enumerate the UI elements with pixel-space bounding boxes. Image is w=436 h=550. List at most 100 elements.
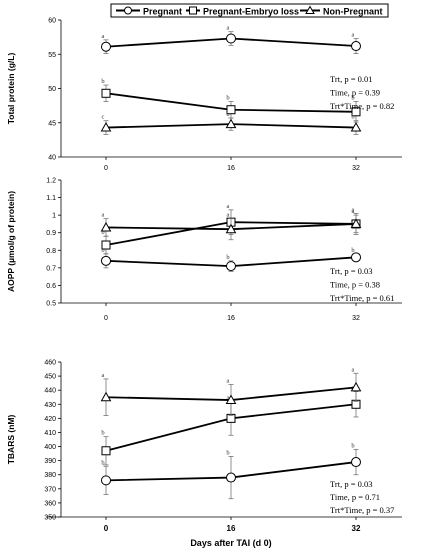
- y-tick-label: 55: [48, 52, 56, 59]
- y-tick-label: 370: [44, 486, 56, 493]
- y-tick-label: 440: [44, 388, 56, 395]
- data-point-square: [226, 105, 236, 115]
- significance-letter: c: [102, 114, 105, 121]
- stat-text: Trt, p = 0.03: [330, 479, 373, 489]
- data-point-triangle: [225, 394, 237, 405]
- y-tick-label: 45: [48, 120, 56, 127]
- y-tick-label: 410: [44, 430, 56, 437]
- data-point-square: [351, 107, 361, 117]
- data-point-circle: [351, 457, 361, 468]
- data-point-triangle: [100, 221, 112, 232]
- y-tick-label: 380: [44, 472, 56, 479]
- stat-text: Trt, p = 0.01: [330, 74, 373, 84]
- data-point-triangle: [100, 122, 112, 132]
- chart-panel-1: 0.5 0.6 0.7 0.8 0.9 1 1.1 1.2 0 16 32 AOPP (µmol/g …: [6, 178, 402, 322]
- stat-text: Time, p = 0.38: [330, 280, 380, 290]
- legend-circle-icon: [124, 6, 132, 15]
- legend-label-embryo-loss: Pregnant-Embryo loss: [203, 7, 299, 17]
- data-point-triangle: [100, 391, 112, 402]
- legend: Pregnant Pregnant-Embryo loss Non-Pregna…: [110, 3, 389, 18]
- significance-letter: b: [351, 442, 354, 449]
- legend-label-pregnant: Pregnant: [143, 7, 182, 17]
- x-tick-label: 32: [352, 165, 360, 172]
- significance-letter: a: [227, 25, 230, 32]
- data-point-triangle: [350, 122, 362, 132]
- y-tick-label: 0.9: [46, 230, 56, 237]
- y-tick-label: 420: [44, 416, 56, 423]
- data-point-circle: [226, 261, 236, 272]
- data-point-square: [101, 88, 111, 98]
- significance-letter: b: [351, 114, 354, 121]
- significance-letter: b: [101, 430, 104, 437]
- data-point-circle: [101, 41, 111, 52]
- data-point-circle: [226, 33, 236, 44]
- series-circle: b b b: [101, 442, 361, 500]
- significance-letter: a: [227, 203, 230, 210]
- data-point-circle: [226, 472, 236, 483]
- significance-letter: a: [102, 33, 105, 40]
- significance-letter: b: [101, 247, 104, 254]
- y-tick-label: 0.5: [46, 301, 56, 308]
- y-tick-label: 1: [52, 213, 56, 220]
- y-tick-label: 390: [44, 458, 56, 465]
- x-tick-label: 32: [352, 315, 360, 322]
- significance-letter: b: [226, 95, 229, 102]
- chart-panel-2: 350 360 370 380 390 400 410 420 430 440 450 460 0 16 3…: [6, 360, 402, 533]
- stat-text: Time, p = 0.71: [330, 492, 380, 502]
- significance-letter: a: [102, 372, 105, 379]
- stat-text: Trt*Time, p = 0.82: [330, 101, 394, 111]
- y-tick-label: 450: [44, 374, 56, 381]
- significance-letter: a: [227, 378, 230, 385]
- y-tick-label: 460: [44, 360, 56, 367]
- y-tick-label: 1.1: [46, 195, 56, 202]
- significance-letter: a: [352, 206, 355, 213]
- data-point-triangle: [350, 381, 362, 392]
- y-tick-label: 0.8: [46, 248, 56, 255]
- y-tick-label: 360: [44, 500, 56, 507]
- y-tick-label: 0.6: [46, 283, 56, 290]
- significance-letter: a: [227, 212, 230, 219]
- y-tick-label: 400: [44, 444, 56, 451]
- y-axis-label: TBARS (nM): [6, 415, 16, 465]
- significance-letter: b: [101, 78, 104, 85]
- legend-triangle-icon: [305, 5, 315, 14]
- y-tick-label: 0.7: [46, 265, 56, 272]
- significance-letter: a: [352, 366, 355, 373]
- legend-square-icon: [189, 6, 197, 15]
- x-tick-label: 0: [104, 165, 108, 172]
- y-tick-label: 40: [48, 155, 56, 162]
- legend-box: [110, 3, 389, 18]
- x-axis-label: Days after TAI (d 0): [190, 538, 271, 548]
- x-tick-label: 0: [104, 524, 109, 533]
- x-tick-label: 32: [352, 524, 361, 533]
- data-point-triangle: [225, 223, 237, 234]
- y-tick-label: 430: [44, 402, 56, 409]
- significance-letter: a: [352, 31, 355, 38]
- significance-letter: a: [227, 394, 230, 401]
- series-triangle: a a a: [100, 366, 362, 416]
- y-tick-label: 350: [44, 515, 56, 522]
- y-tick-label: 1.2: [46, 178, 56, 185]
- x-tick-label: 0: [104, 315, 108, 322]
- data-point-square: [101, 240, 111, 250]
- stat-text: Time, p = 0.39: [330, 88, 380, 98]
- significance-letter: a: [352, 208, 355, 215]
- data-point-circle: [101, 255, 111, 266]
- significance-letter: b: [101, 229, 104, 236]
- significance-letter: b: [351, 247, 354, 254]
- stat-text: Trt, p = 0.03: [330, 266, 373, 276]
- significance-letter: b: [101, 459, 104, 466]
- significance-letter: a: [102, 212, 105, 219]
- y-tick-label: 50: [48, 86, 56, 93]
- x-tick-label: 16: [227, 165, 235, 172]
- data-point-triangle: [225, 118, 237, 129]
- significance-letter: b: [226, 111, 229, 118]
- data-point-circle: [351, 252, 361, 263]
- y-tick-label: 60: [48, 18, 56, 25]
- data-point-triangle: [350, 218, 362, 228]
